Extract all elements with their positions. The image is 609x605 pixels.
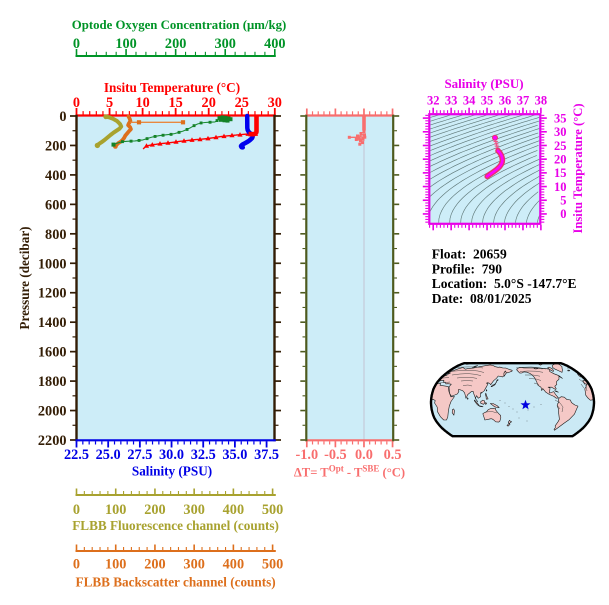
- svg-text:1000: 1000: [38, 256, 67, 272]
- svg-text:20: 20: [554, 152, 567, 166]
- svg-text:200: 200: [165, 36, 186, 52]
- svg-text:600: 600: [45, 197, 66, 213]
- svg-text:500: 500: [262, 502, 283, 518]
- svg-text:Profile: 790: Profile: 790: [432, 261, 502, 276]
- svg-text:500: 500: [262, 557, 283, 573]
- svg-text:1200: 1200: [38, 286, 67, 302]
- svg-text:10: 10: [554, 180, 567, 194]
- svg-text:0: 0: [73, 95, 80, 111]
- svg-text:400: 400: [264, 36, 285, 52]
- svg-text:35: 35: [481, 94, 494, 108]
- svg-text:Insitu Temperature (°C): Insitu Temperature (°C): [104, 80, 240, 95]
- svg-text:32.5: 32.5: [191, 447, 216, 463]
- svg-text:36: 36: [499, 94, 512, 108]
- svg-text:25: 25: [235, 95, 249, 111]
- svg-text:20: 20: [202, 95, 216, 111]
- svg-text:5: 5: [560, 194, 566, 208]
- svg-text:400: 400: [223, 502, 244, 518]
- svg-text:0: 0: [73, 557, 80, 573]
- svg-text:Float: 20659: Float: 20659: [432, 247, 507, 262]
- svg-text:FLBB Backscatter channel (coun: FLBB Backscatter channel (counts): [76, 574, 276, 589]
- svg-text:5: 5: [106, 95, 113, 111]
- svg-text:35: 35: [554, 111, 567, 125]
- svg-text:200: 200: [45, 138, 66, 154]
- svg-text:32: 32: [427, 94, 440, 108]
- svg-text:38: 38: [535, 94, 548, 108]
- svg-text:300: 300: [214, 36, 235, 52]
- svg-text:Insitu Temperature (°C): Insitu Temperature (°C): [571, 103, 585, 233]
- svg-text:100: 100: [105, 557, 126, 573]
- svg-text:400: 400: [223, 557, 244, 573]
- svg-text:0: 0: [73, 502, 80, 518]
- svg-text:2000: 2000: [38, 404, 67, 420]
- svg-text:100: 100: [105, 502, 126, 518]
- svg-text:0: 0: [560, 207, 566, 221]
- svg-text:300: 300: [183, 557, 204, 573]
- svg-text:33: 33: [445, 94, 458, 108]
- svg-text:0.5: 0.5: [384, 447, 402, 463]
- svg-text:Date: 08/01/2025: Date: 08/01/2025: [432, 291, 532, 306]
- svg-text:22.5: 22.5: [64, 447, 89, 463]
- svg-text:0: 0: [73, 36, 80, 52]
- svg-text:Pressure (decibar): Pressure (decibar): [17, 226, 32, 329]
- svg-text:30.0: 30.0: [159, 447, 184, 463]
- svg-text:37.5: 37.5: [254, 447, 279, 463]
- svg-text:25.0: 25.0: [96, 447, 121, 463]
- svg-text:-0.5: -0.5: [324, 447, 347, 463]
- svg-text:10: 10: [135, 95, 149, 111]
- svg-text:30: 30: [554, 125, 567, 139]
- svg-text:1600: 1600: [38, 345, 67, 361]
- svg-text:Salinity (PSU): Salinity (PSU): [132, 464, 212, 479]
- svg-text:30: 30: [268, 95, 282, 111]
- svg-text:-1.0: -1.0: [295, 447, 318, 463]
- svg-text:Optode Oxygen Concentration (μ: Optode Oxygen Concentration (μm/kg): [72, 18, 287, 32]
- svg-text:25: 25: [554, 139, 567, 153]
- svg-text:2200: 2200: [38, 433, 67, 449]
- svg-text:400: 400: [45, 168, 66, 184]
- svg-text:300: 300: [183, 502, 204, 518]
- svg-text:34: 34: [463, 94, 476, 108]
- svg-text:200: 200: [144, 557, 165, 573]
- svg-text:FLBB Fluorescence channel (cou: FLBB Fluorescence channel (counts): [72, 518, 279, 533]
- svg-text:35.0: 35.0: [222, 447, 247, 463]
- svg-text:1800: 1800: [38, 374, 67, 390]
- svg-text:27.5: 27.5: [127, 447, 152, 463]
- svg-text:15: 15: [169, 95, 183, 111]
- svg-text:0: 0: [59, 109, 66, 125]
- svg-text:15: 15: [554, 166, 567, 180]
- svg-text:100: 100: [115, 36, 136, 52]
- svg-text:0.0: 0.0: [355, 447, 373, 463]
- svg-text:37: 37: [517, 94, 530, 108]
- svg-text:Location: 5.0°S -147.7°E: Location: 5.0°S -147.7°E: [432, 276, 577, 291]
- svg-text:Salinity (PSU): Salinity (PSU): [444, 76, 523, 91]
- svg-text:ΔT= TOpt - TSBE (°C): ΔT= TOpt - TSBE (°C): [294, 464, 405, 480]
- svg-text:200: 200: [144, 502, 165, 518]
- svg-text:800: 800: [45, 227, 66, 243]
- svg-text:1400: 1400: [38, 315, 67, 331]
